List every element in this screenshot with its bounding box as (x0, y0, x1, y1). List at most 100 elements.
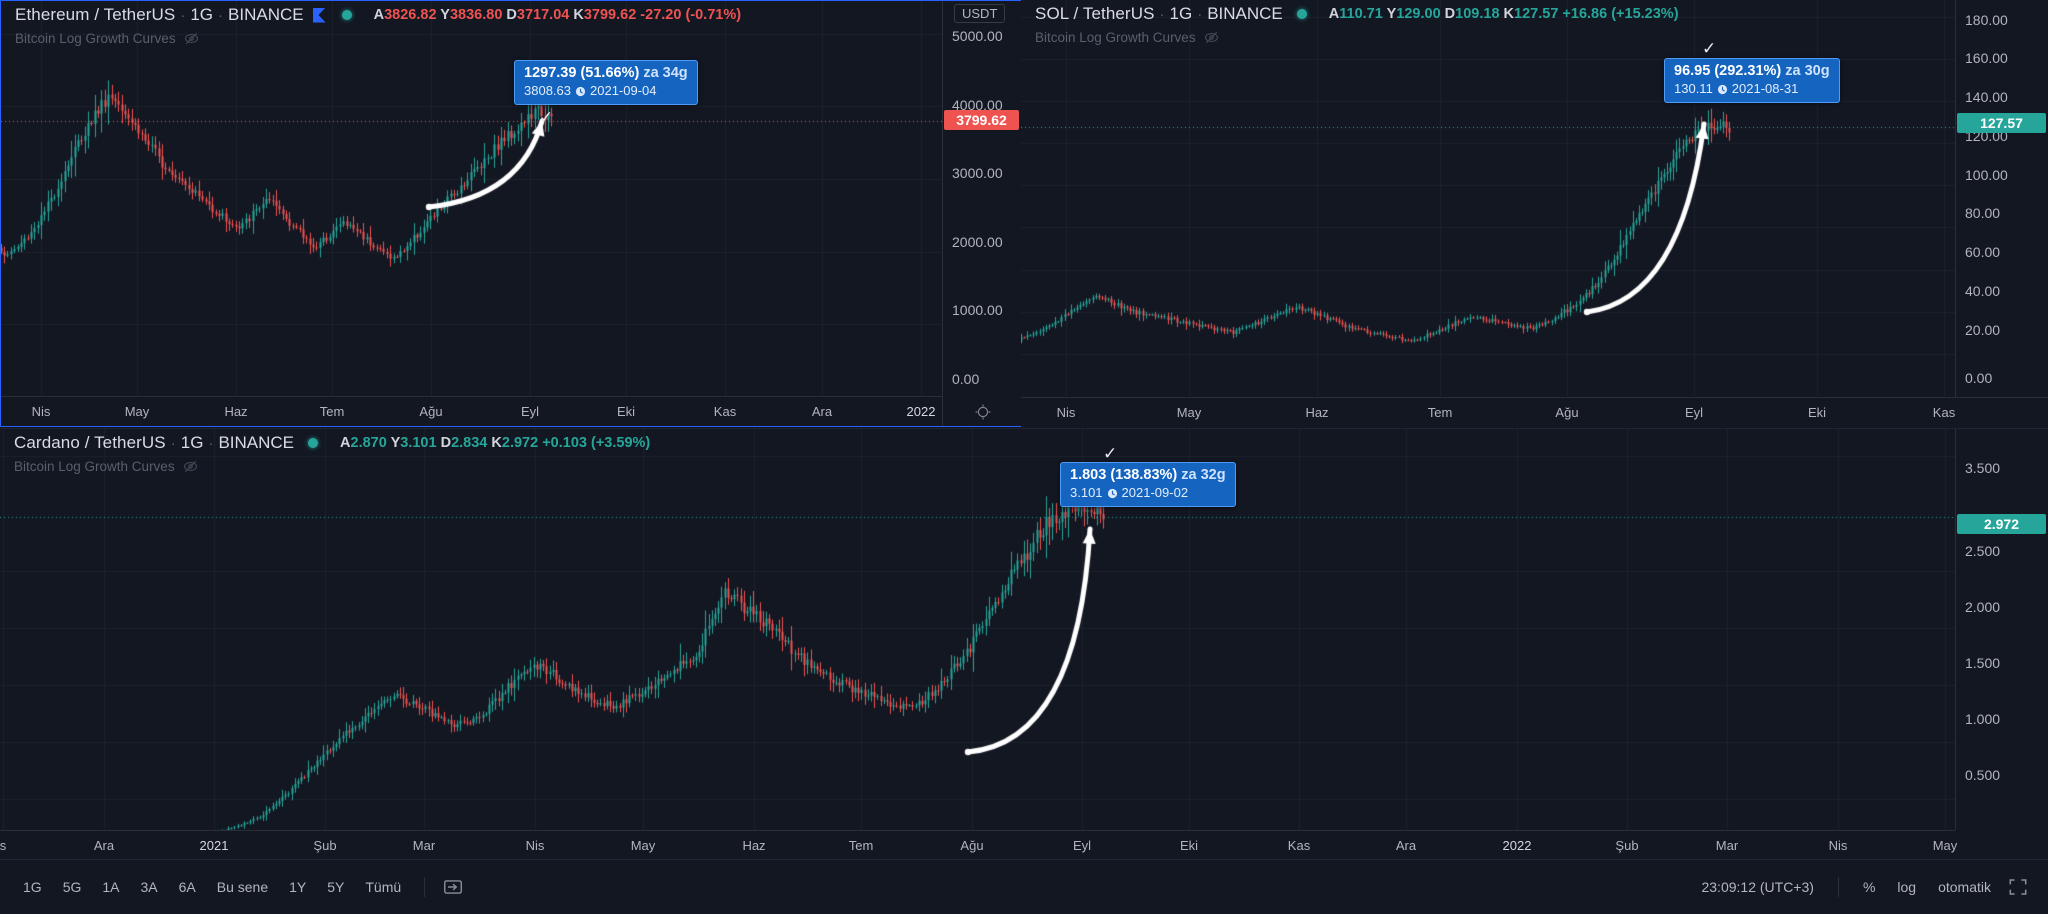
eth-ttick-year: 2022 (906, 404, 936, 419)
sol-ann-price: 130.11 (1674, 81, 1713, 96)
eth-ptick: 3000.00 (952, 165, 1003, 181)
scale-auto-button[interactable]: otomatik (1938, 879, 1991, 895)
eth-ttick: Eyl (520, 404, 540, 419)
ada-ttick: Nis (1828, 838, 1848, 853)
clock-icon (1717, 84, 1727, 94)
range-button-1g[interactable]: 1G (23, 879, 42, 895)
eth-ptick: 5000.00 (952, 28, 1003, 44)
sol-annotation-check-icon: ✓ (1702, 39, 1717, 58)
ada-ttick: May (630, 838, 656, 853)
ada-ttick: Ara (93, 838, 115, 853)
ada-ttick: Şub (313, 838, 337, 853)
chart-pane-sol[interactable]: SOL / TetherUS · 1G · BINANCE A110.71 Y1… (1021, 0, 2048, 427)
eth-ttick: Ara (811, 404, 833, 419)
eth-ptick: 0.00 (952, 371, 980, 387)
eth-ann-value: 1297.39 (524, 65, 577, 81)
sol-annotation-label[interactable]: 96.95 (292.31%) za 30g 130.11 2021-08-31 (1664, 58, 1840, 103)
ada-ttick: Ara (1395, 838, 1417, 853)
sol-ptick: 160.00 (1965, 50, 2008, 66)
sol-price-axis[interactable]: 180.00 160.00 140.00 120.00 100.00 80.00… (1955, 0, 2048, 427)
eth-ann-date: 2021-09-04 (590, 83, 657, 98)
chart-pane-cardano[interactable]: Cardano / TetherUS · 1G · BINANCE A2.870… (0, 428, 2048, 860)
range-button-5g[interactable]: 5G (62, 879, 82, 895)
sol-ann-suffix: za 30g (1785, 63, 1830, 79)
range-button-ytd[interactable]: Bu sene (216, 879, 269, 895)
ada-ptick: 1.000 (1965, 711, 2001, 727)
ada-ttick: Kas (1287, 838, 1311, 853)
range-button-6a[interactable]: 6A (178, 879, 196, 895)
range-button-3a[interactable]: 3A (140, 879, 158, 895)
sol-ptick: 20.00 (1965, 322, 2001, 338)
eth-currency-unit: USDT (954, 4, 1006, 23)
toolbar-divider-2 (1837, 877, 1839, 897)
eth-ttick: Kas (713, 404, 737, 419)
sol-ann-date: 2021-08-31 (1731, 81, 1799, 96)
sol-ptick: 40.00 (1965, 283, 2001, 299)
sol-ann-value: 96.95 (1674, 63, 1711, 79)
eth-time-axis[interactable]: Nis May Haz Tem Ağu Eyl Eki Kas Ara 2022 (1, 396, 991, 426)
eth-annotation-label[interactable]: 1297.39 (51.66%) za 34g 3808.63 2021-09-… (514, 60, 698, 105)
sol-ptick: 140.00 (1965, 89, 2008, 105)
scale-percent-button[interactable]: % (1862, 879, 1876, 895)
sol-ttick: Ağu (1555, 405, 1579, 420)
range-button-1y[interactable]: 1Y (289, 879, 307, 895)
sol-ttick: Eyl (1684, 405, 1704, 420)
eth-ttick: Nis (31, 404, 51, 419)
ada-annotation-label[interactable]: 1.803 (138.83%) za 32g 3.101 2021-09-02 (1060, 462, 1236, 507)
ada-annotation-check-icon: ✓ (1103, 444, 1118, 463)
sol-ttick: Tem (1427, 405, 1453, 420)
range-button-all[interactable]: Tümü (365, 879, 402, 895)
range-button-5y[interactable]: 5Y (327, 879, 345, 895)
eth-ttick: May (124, 404, 150, 419)
ada-ann-pct: (138.83%) (1110, 467, 1178, 483)
ada-ptick: 2.500 (1965, 543, 2001, 559)
sol-ttick: Kas (1932, 405, 1956, 420)
eth-ptick: 2000.00 (952, 234, 1003, 250)
eth-plot-area[interactable] (1, 1, 1020, 426)
ada-ttick: Eki (1179, 838, 1199, 853)
eth-ann-suffix: za 34g (643, 65, 688, 81)
sol-ptick: 60.00 (1965, 244, 2001, 260)
eth-price-axis[interactable]: USDT 5000.00 4000.00 3000.00 2000.00 100… (942, 1, 1021, 426)
eth-ann-pct: (51.66%) (580, 65, 640, 81)
ada-ttick-year: 2022 (1502, 838, 1532, 853)
ada-ttick: Haz (742, 838, 766, 853)
sol-ttick: Eki (1807, 405, 1827, 420)
time-settings-icon[interactable] (975, 404, 991, 420)
sol-ptick: 100.00 (1965, 167, 2008, 183)
ada-ttick-year: 2021 (199, 838, 229, 853)
ada-price-axis[interactable]: 3.500 2.500 2.000 1.500 1.000 0.500 2.97… (1955, 429, 2048, 830)
sol-ttick: Haz (1305, 405, 1329, 420)
ada-ttick: Nis (525, 838, 545, 853)
range-button-1a[interactable]: 1A (102, 879, 120, 895)
scale-log-button[interactable]: log (1897, 879, 1917, 895)
sol-ttick: May (1176, 405, 1202, 420)
eth-ptick: 1000.00 (952, 302, 1003, 318)
chart-pane-ethereum[interactable]: Ethereum / TetherUS · 1G · BINANCE A3826… (0, 0, 1021, 427)
ada-ttick: Eyl (1072, 838, 1092, 853)
ada-ttick: s (0, 838, 7, 853)
ada-ptick: 2.000 (1965, 599, 2001, 615)
ada-ttick: Mar (412, 838, 436, 853)
eth-current-price-badge: 3799.62 (944, 110, 1019, 130)
clock-display[interactable]: 23:09:12 (UTC+3) (1701, 879, 1814, 895)
sol-ptick: 80.00 (1965, 205, 2001, 221)
ada-current-price-badge: 2.972 (1957, 514, 2046, 534)
ada-time-axis[interactable]: s Ara 2021 Şub Mar Nis May Haz Tem Ağu E… (0, 830, 1957, 860)
eth-annotation-check-icon: ✓ (539, 108, 554, 127)
ada-ttick: Ağu (960, 838, 984, 853)
ada-plot-area[interactable] (0, 429, 2048, 860)
eth-ttick: Tem (319, 404, 345, 419)
ada-ann-value: 1.803 (1070, 467, 1107, 483)
eth-ttick: Eki (616, 404, 636, 419)
range-buttons-group: 1G 5G 1A 3A 6A Bu sene 1Y 5Y Tümü (0, 873, 467, 901)
sol-time-axis[interactable]: Nis May Haz Tem Ağu Eyl Eki Kas (1021, 397, 2048, 427)
ada-ptick: 1.500 (1965, 655, 2001, 671)
replay-bar-icon[interactable] (439, 873, 467, 901)
eth-ptick: 4000.00 (952, 97, 1003, 113)
ada-ttick: Mar (1715, 838, 1739, 853)
sol-plot-area[interactable] (1021, 0, 2048, 427)
fullscreen-icon[interactable] (2004, 873, 2032, 901)
sol-ptick: 180.00 (1965, 12, 2008, 28)
ada-ann-suffix: za 32g (1181, 467, 1226, 483)
